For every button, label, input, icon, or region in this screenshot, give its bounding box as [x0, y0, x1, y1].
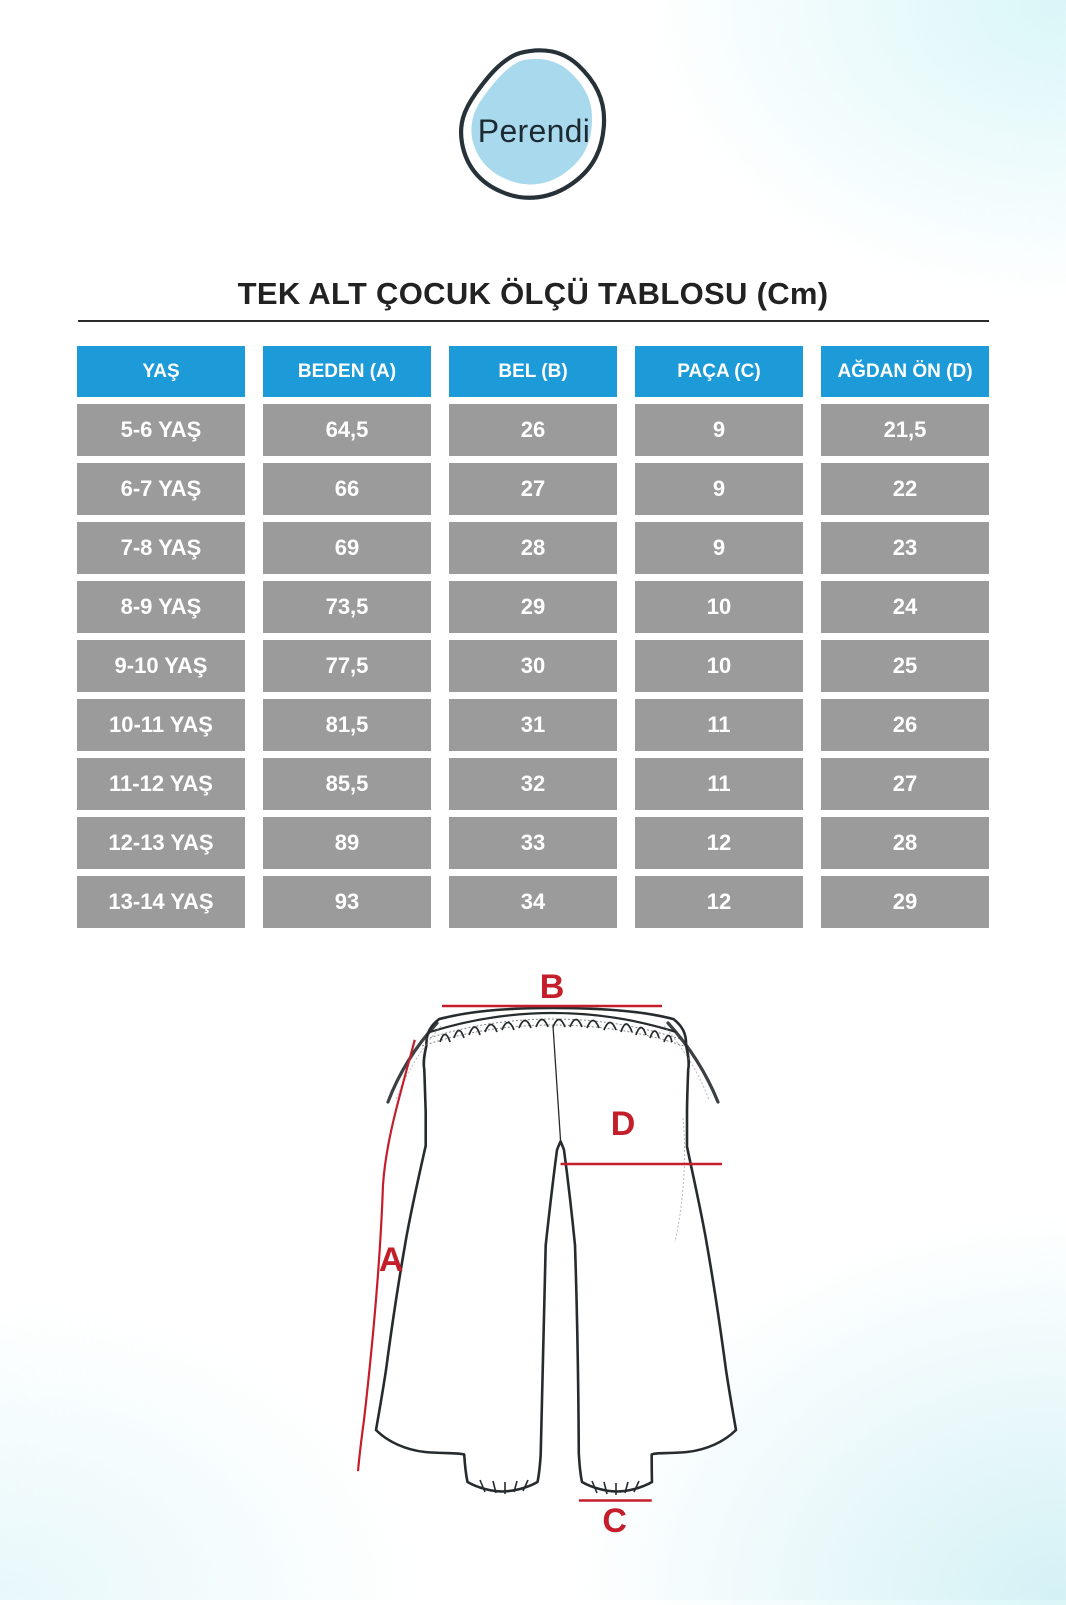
svg-text:A: A	[379, 1241, 404, 1279]
svg-text:Perendi: Perendi	[478, 113, 590, 149]
svg-text:D: D	[611, 1105, 636, 1143]
svg-text:B: B	[540, 968, 565, 1006]
svg-text:C: C	[602, 1502, 627, 1540]
